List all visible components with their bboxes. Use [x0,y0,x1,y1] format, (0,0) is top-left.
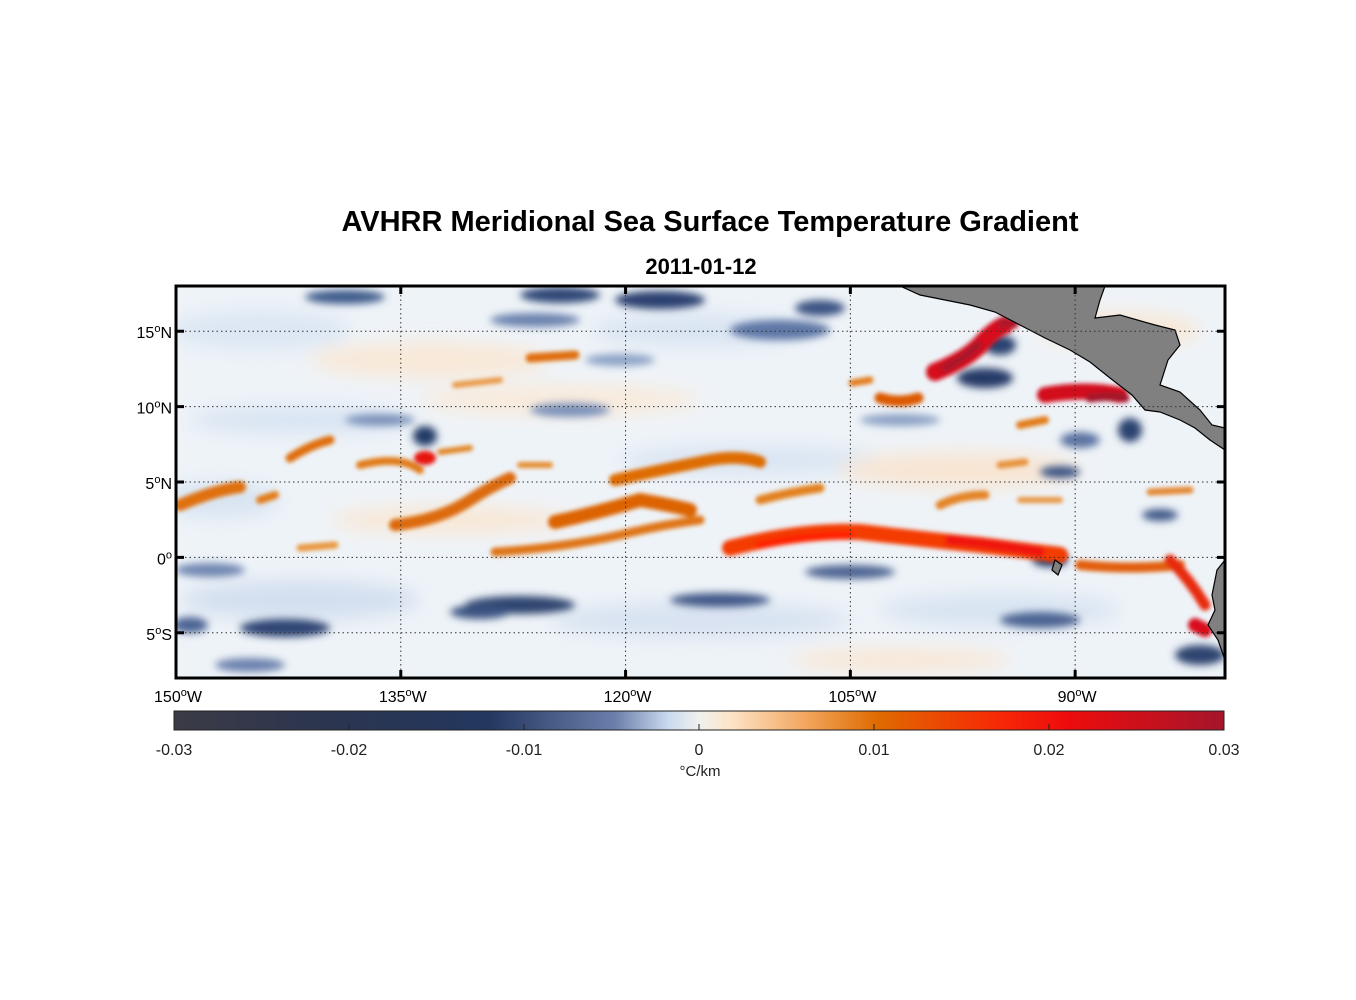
colorbar-tick-label: 0.03 [1208,742,1239,759]
lon-tick-label: 150oW [154,687,203,706]
colorbar-tick-label: -0.02 [331,742,368,759]
lat-tick-label: 15oN [137,323,172,342]
lat-tick-label: 10oN [137,399,172,418]
lon-tick-label: 135oW [379,687,428,706]
lon-tick-label: 90oW [1058,687,1098,706]
colorbar-tick-label: 0.02 [1033,742,1064,759]
coastal-fronts [414,316,1130,465]
graticule [176,286,1225,678]
longitude-labels: 150oW 135oW 120oW 105oW 90oW [154,687,1098,706]
colorbar-tick-label: -0.03 [156,742,193,759]
colorbar-tick-label: -0.01 [506,742,543,759]
lat-tick-label: 0o [157,549,172,568]
latitude-labels: 15oN 10oN 5oN 0o 5oS [137,323,172,644]
sst-gradient-field [176,286,1225,678]
lon-tick-label: 120oW [604,687,653,706]
lat-tick-label: 5oS [146,625,172,644]
chart-title: AVHRR Meridional Sea Surface Temperature… [341,206,1079,238]
colorbar-unit: °C/km [679,763,721,780]
lat-tick-label: 5oN [145,474,172,493]
chart-subtitle: 2011-01-12 [645,254,757,279]
colorbar-ticks: -0.03 -0.02 -0.01 0 0.01 0.02 0.03 [156,724,1240,759]
colorbar-tick-label: 0.01 [858,742,889,759]
colorbar-tick-label: 0 [695,742,704,759]
lon-tick-label: 105oW [828,687,877,706]
frame-tick-marks [174,286,1225,678]
positive-gradient-fronts [176,350,1212,637]
